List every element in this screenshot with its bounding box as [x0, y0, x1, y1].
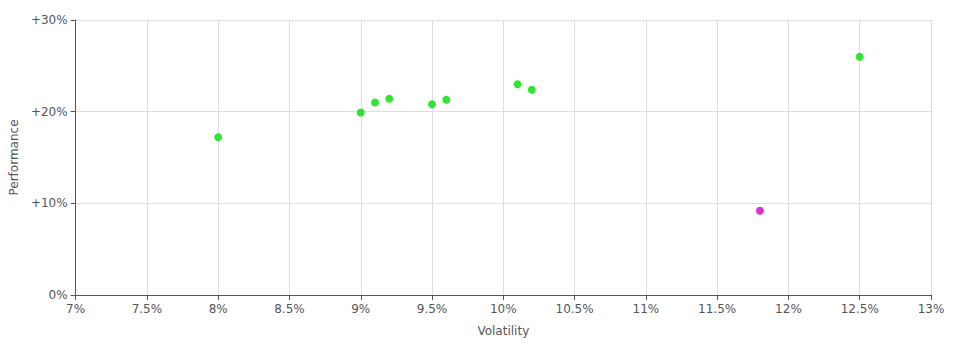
- svg-text:9%: 9%: [351, 302, 370, 316]
- svg-text:+20%: +20%: [31, 105, 68, 119]
- svg-text:12.5%: 12.5%: [841, 302, 879, 316]
- svg-text:8%: 8%: [209, 302, 228, 316]
- svg-text:+30%: +30%: [31, 13, 68, 27]
- svg-text:0%: 0%: [49, 288, 68, 302]
- svg-text:7%: 7%: [66, 302, 85, 316]
- svg-text:Volatility: Volatility: [477, 324, 529, 338]
- svg-text:11.5%: 11.5%: [698, 302, 736, 316]
- svg-text:+10%: +10%: [31, 196, 68, 210]
- svg-text:12%: 12%: [775, 302, 802, 316]
- svg-text:8.5%: 8.5%: [274, 302, 305, 316]
- svg-text:11%: 11%: [633, 302, 660, 316]
- svg-text:9.5%: 9.5%: [417, 302, 448, 316]
- svg-text:10%: 10%: [490, 302, 517, 316]
- svg-text:7.5%: 7.5%: [132, 302, 163, 316]
- svg-text:Performance: Performance: [7, 119, 21, 195]
- svg-text:13%: 13%: [918, 302, 945, 316]
- svg-text:10.5%: 10.5%: [556, 302, 594, 316]
